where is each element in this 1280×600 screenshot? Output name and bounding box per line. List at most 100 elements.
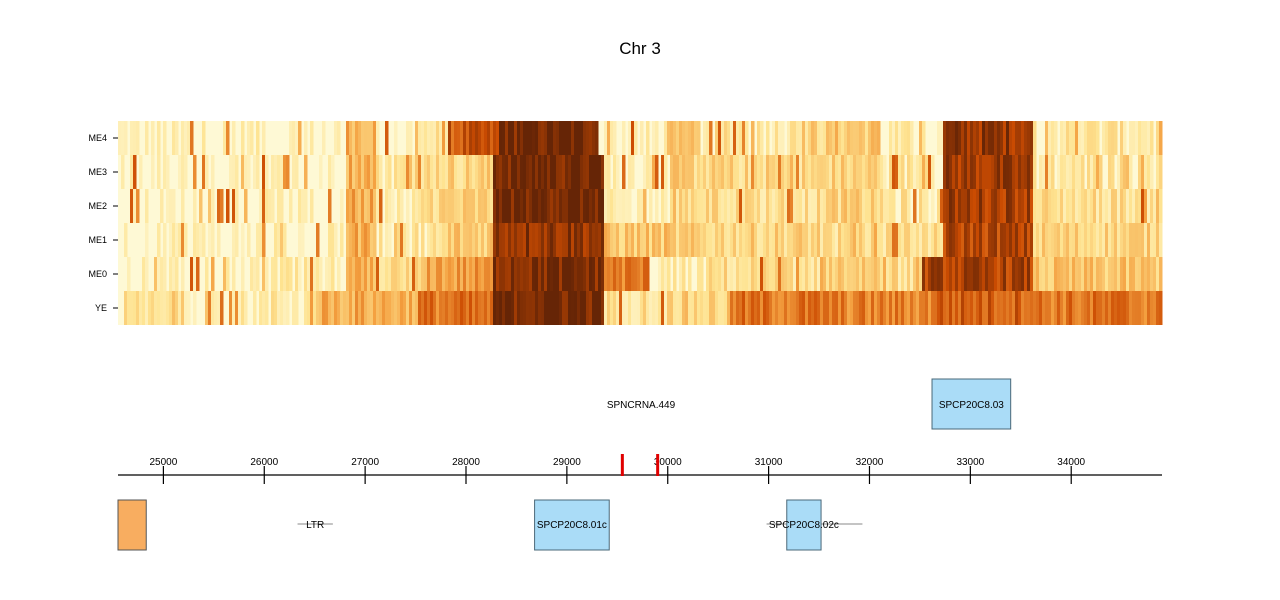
- heatmap-cell: [850, 155, 854, 189]
- heatmap-cell: [394, 257, 398, 291]
- heatmap-cell: [130, 189, 134, 223]
- heatmap-cell: [526, 257, 530, 291]
- heatmap-cell: [349, 257, 353, 291]
- heatmap-cell: [1108, 121, 1112, 155]
- heatmap-cell: [1147, 257, 1151, 291]
- heatmap-cell: [163, 155, 167, 189]
- heatmap-cell: [1126, 257, 1130, 291]
- heatmap-cell: [1078, 155, 1082, 189]
- heatmap-cell: [1135, 257, 1139, 291]
- heatmap-cell: [412, 155, 416, 189]
- heatmap-cell: [730, 257, 734, 291]
- heatmap-cell: [763, 155, 767, 189]
- heatmap-cell: [181, 257, 185, 291]
- heatmap-cell: [1150, 189, 1154, 223]
- heatmap-cell: [577, 291, 581, 325]
- heatmap-cell: [136, 189, 140, 223]
- heatmap-cell: [277, 189, 281, 223]
- heatmap-cell: [328, 223, 332, 257]
- heatmap-cell: [1009, 291, 1013, 325]
- heatmap-cell: [850, 189, 854, 223]
- heatmap-cell: [433, 121, 437, 155]
- heatmap-cell: [502, 257, 506, 291]
- heatmap-cell: [739, 291, 743, 325]
- heatmap-cell: [343, 291, 347, 325]
- heatmap-cell: [460, 223, 464, 257]
- heatmap-cell: [124, 121, 128, 155]
- heatmap-cell: [1015, 121, 1019, 155]
- heatmap-cell: [592, 121, 596, 155]
- heatmap-cell: [283, 223, 287, 257]
- heatmap-cell: [1108, 257, 1112, 291]
- heatmap-cell: [676, 121, 680, 155]
- heatmap-cell: [871, 257, 875, 291]
- heatmap-cell: [841, 291, 845, 325]
- heatmap-cell: [439, 121, 443, 155]
- heatmap-cell: [1126, 291, 1130, 325]
- heatmap-cell: [787, 121, 791, 155]
- heatmap-cell: [541, 155, 545, 189]
- axis-tick-label: 32000: [856, 457, 884, 468]
- heatmap-cell: [388, 291, 392, 325]
- heatmap-cell: [859, 155, 863, 189]
- heatmap-cell: [1030, 257, 1034, 291]
- heatmap-cell: [298, 223, 302, 257]
- heatmap-cell: [1105, 121, 1109, 155]
- heatmap-cell: [772, 223, 776, 257]
- heatmap-cell: [643, 291, 647, 325]
- heatmap-cell: [373, 257, 377, 291]
- heatmap-cell: [586, 155, 590, 189]
- heatmap-cell: [523, 291, 527, 325]
- heatmap-cell: [970, 257, 974, 291]
- heatmap-cell: [172, 189, 176, 223]
- heatmap-cell: [832, 155, 836, 189]
- heatmap-cell: [787, 189, 791, 223]
- heatmap-cell: [520, 189, 524, 223]
- heatmap-cell: [391, 257, 395, 291]
- heatmap-cell: [376, 155, 380, 189]
- heatmap-cell: [592, 155, 596, 189]
- heatmap-cell: [550, 121, 554, 155]
- heatmap-cell: [541, 257, 545, 291]
- heatmap-cell: [544, 155, 548, 189]
- heatmap-cell: [622, 257, 626, 291]
- heatmap-cell: [568, 257, 572, 291]
- heatmap-cell: [805, 121, 809, 155]
- heatmap-cell: [1084, 223, 1088, 257]
- heatmap-cell: [1147, 291, 1151, 325]
- heatmap-cell: [718, 155, 722, 189]
- heatmap-cell: [400, 291, 404, 325]
- heatmap-cell: [241, 121, 245, 155]
- heatmap-cell: [472, 121, 476, 155]
- heatmap-cell: [1129, 223, 1133, 257]
- heatmap-cell: [514, 155, 518, 189]
- heatmap-cell: [334, 223, 338, 257]
- heatmap-cell: [637, 257, 641, 291]
- heatmap-cell: [994, 121, 998, 155]
- heatmap-cell: [1009, 121, 1013, 155]
- heatmap-cell: [1096, 155, 1100, 189]
- heatmap-cell: [559, 155, 563, 189]
- heatmap-cell: [1114, 223, 1118, 257]
- heatmap-cell: [946, 155, 950, 189]
- heatmap-cell: [919, 257, 923, 291]
- heatmap-cell: [427, 223, 431, 257]
- heatmap-cell: [478, 257, 482, 291]
- heatmap-cell: [1138, 189, 1142, 223]
- heatmap-cell: [1144, 121, 1148, 155]
- heatmap-cell: [976, 189, 980, 223]
- heatmap-cell: [1018, 291, 1022, 325]
- heatmap-cell: [163, 121, 167, 155]
- heatmap-cell: [271, 155, 275, 189]
- heatmap-cell: [973, 291, 977, 325]
- heatmap-cell: [202, 121, 206, 155]
- heatmap-cell: [607, 189, 611, 223]
- heatmap-cell: [670, 155, 674, 189]
- heatmap-cell: [880, 257, 884, 291]
- heatmap-cell: [745, 223, 749, 257]
- heatmap-cell: [865, 121, 869, 155]
- heatmap-cell: [508, 257, 512, 291]
- heatmap-cell: [955, 257, 959, 291]
- heatmap-cell: [1129, 257, 1133, 291]
- heatmap-cell: [847, 189, 851, 223]
